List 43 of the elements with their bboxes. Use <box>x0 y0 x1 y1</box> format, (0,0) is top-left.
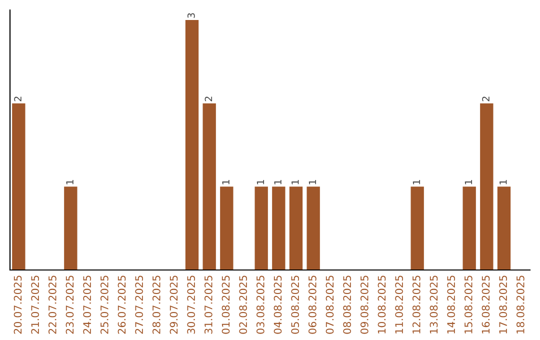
x-tick-label: 13.08.2025 <box>430 276 438 334</box>
x-tick-label: 26.07.2025 <box>118 276 126 334</box>
x-tick-label: 11.08.2025 <box>395 276 404 334</box>
x-tick-label: 24.07.2025 <box>83 276 92 334</box>
x-tick-label: 25.07.2025 <box>100 276 108 334</box>
x-tick-label: 28.07.2025 <box>152 276 160 334</box>
x-tick-label: 20.07.2025 <box>14 276 22 334</box>
data-label: 1 <box>292 180 299 184</box>
x-tick-label: 22.07.2025 <box>48 276 56 334</box>
x-tick-label: 16.08.2025 <box>482 276 490 334</box>
x-tick-label: 21.07.2025 <box>31 276 40 334</box>
data-label: 1 <box>256 180 264 184</box>
x-tick-label: 05.08.2025 <box>291 276 300 334</box>
x-tick-label: 17.08.2025 <box>499 276 508 334</box>
x-tick-label: 27.07.2025 <box>135 276 144 334</box>
data-label: 1 <box>500 180 507 184</box>
data-label: 1 <box>412 180 420 184</box>
data-label: 2 <box>14 96 22 102</box>
x-tick-label: 30.07.2025 <box>187 276 196 334</box>
data-label: 1 <box>274 180 282 184</box>
x-tick-label: 07.08.2025 <box>326 276 334 334</box>
data-label: 3 <box>187 13 195 18</box>
data-label: 1 <box>464 180 472 184</box>
x-tick-label: 04.08.2025 <box>274 276 282 334</box>
x-tick-label: 06.08.2025 <box>308 276 316 334</box>
x-tick-label: 09.08.2025 <box>360 276 368 334</box>
data-label: 1 <box>222 180 230 184</box>
data-label: 2 <box>482 96 490 102</box>
x-tick-label: 23.07.2025 <box>66 276 74 334</box>
x-tick-label: 02.08.2025 <box>239 276 248 334</box>
x-tick-label: 15.08.2025 <box>464 276 472 334</box>
x-tick-label: 10.08.2025 <box>378 276 386 334</box>
x-tick-label: 12.08.2025 <box>412 276 420 334</box>
x-tick-label: 14.08.2025 <box>447 276 456 334</box>
x-tick-label: 29.07.2025 <box>170 276 178 334</box>
data-label: 2 <box>204 96 212 102</box>
data-label: 1 <box>308 180 316 184</box>
x-tick-label: 18.08.2025 <box>516 276 524 334</box>
x-tick-label: 31.07.2025 <box>204 276 212 334</box>
x-tick-label: 08.08.2025 <box>343 276 352 334</box>
x-tick-label: 03.08.2025 <box>256 276 264 334</box>
x-tick-label: 01.08.2025 <box>222 276 230 334</box>
data-label: 1 <box>66 180 74 184</box>
